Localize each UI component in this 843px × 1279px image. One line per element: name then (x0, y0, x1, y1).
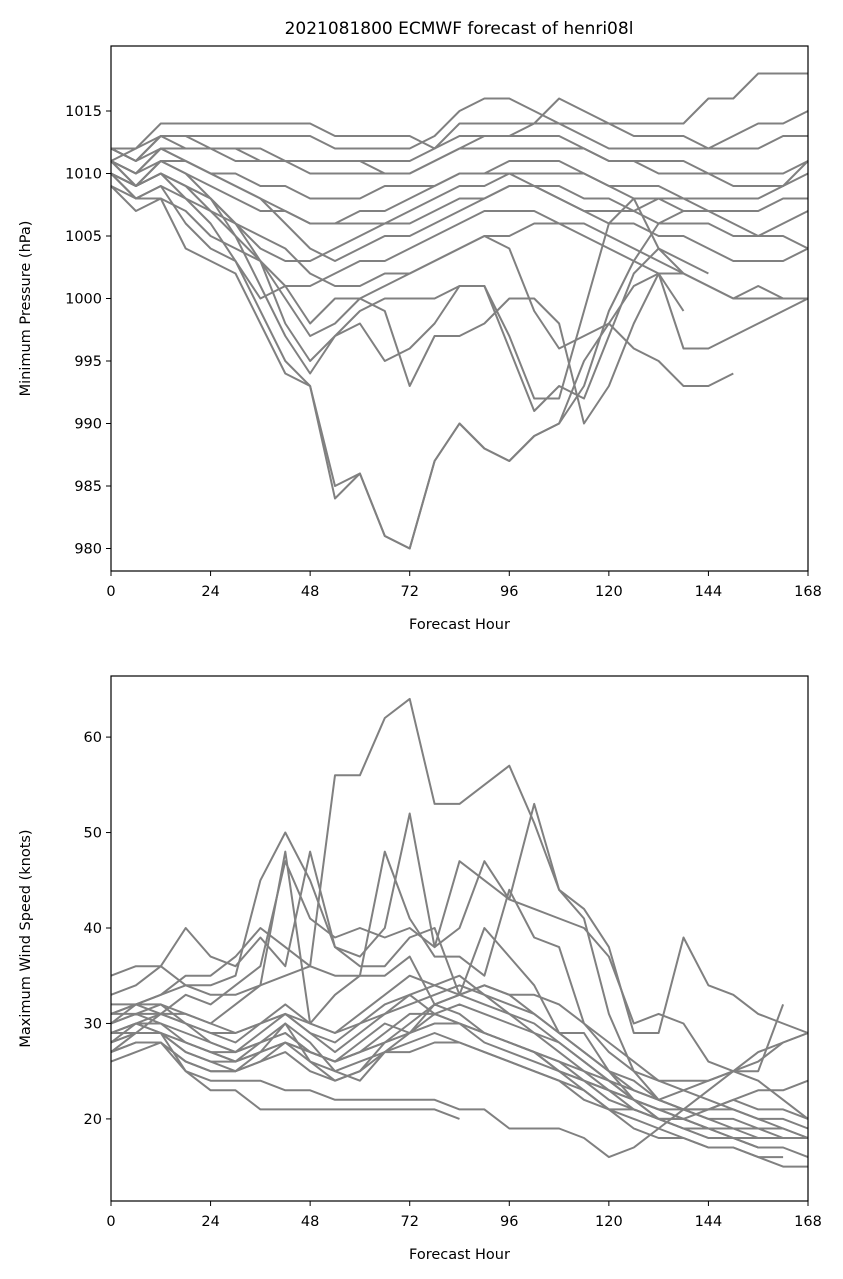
wind-x-tick-label: 120 (595, 1214, 623, 1230)
pressure-x-tick-label: 96 (500, 584, 518, 600)
pressure-y-ticks: 980 985 990 995 1000 1005 1010 1015 (65, 104, 111, 558)
wind-panel: 0 24 48 72 96 120 144 168 20 30 40 50 60 Forecast H… (18, 675, 822, 1263)
pressure-series-line-17 (110, 147, 809, 250)
wind-y-tick-label: 30 (84, 1016, 102, 1032)
pressure-x-tick-label: 48 (301, 584, 319, 600)
wind-series-line-15 (110, 1032, 784, 1159)
wind-y-tick-label: 20 (84, 1112, 102, 1128)
pressure-y-tick-label: 1010 (65, 167, 102, 183)
pressure-series-lines (110, 72, 809, 550)
pressure-series-line-18 (110, 135, 809, 175)
pressure-y-tick-label: 1005 (65, 229, 102, 245)
wind-series-line-20 (110, 1004, 785, 1159)
pressure-series-line-13 (110, 172, 684, 550)
wind-y-tick-label: 50 (84, 826, 102, 842)
pressure-x-tick-label: 144 (695, 584, 723, 600)
pressure-x-axis-label: Forecast Hour (409, 617, 510, 633)
pressure-panel: 0 24 48 72 96 120 144 168 980 985 990 995 1000 1005 1… (18, 45, 822, 633)
wind-series-line-2 (110, 860, 809, 1073)
pressure-series-line-11 (110, 160, 709, 412)
wind-series-line-16 (110, 1022, 784, 1149)
pressure-series-line-2 (110, 97, 809, 162)
wind-x-tick-label: 144 (695, 1214, 723, 1230)
wind-series-line-3 (110, 802, 809, 1120)
wind-x-tick-label: 96 (500, 1214, 518, 1230)
wind-x-tick-label: 24 (201, 1214, 219, 1230)
wind-x-tick-label: 48 (301, 1214, 319, 1230)
pressure-x-tick-label: 168 (794, 584, 822, 600)
wind-series-line-4 (110, 850, 809, 1139)
pressure-x-tick-label: 24 (201, 584, 219, 600)
chart-title: 2021081800 ECMWF forecast of henri08l (285, 19, 634, 39)
pressure-y-tick-label: 985 (74, 479, 102, 495)
pressure-y-tick-label: 1015 (65, 104, 102, 120)
pressure-y-tick-label: 995 (74, 354, 102, 370)
wind-y-tick-label: 40 (84, 921, 102, 937)
wind-series-line-19 (111, 1032, 460, 1120)
wind-x-tick-label: 72 (400, 1214, 418, 1230)
pressure-series-line-16 (110, 160, 734, 387)
pressure-y-axis-label: Minimum Pressure (hPa) (18, 221, 34, 397)
pressure-x-tick-label: 72 (400, 584, 418, 600)
wind-plot-frame (110, 675, 809, 1202)
pressure-plot-frame (110, 45, 809, 572)
wind-x-axis-label: Forecast Hour (409, 1247, 510, 1263)
wind-y-axis-label: Maximum Wind Speed (knots) (18, 829, 34, 1047)
wind-series-line-17 (110, 1022, 709, 1130)
pressure-series-line-1 (111, 72, 808, 150)
pressure-series-line-6 (110, 160, 808, 225)
pressure-y-tick-label: 990 (74, 417, 102, 433)
wind-x-ticks: 0 24 48 72 96 120 144 168 (106, 1201, 822, 1230)
wind-series-line-18 (110, 984, 809, 1139)
wind-x-tick-label: 0 (106, 1214, 115, 1230)
wind-series-lines (110, 697, 809, 1168)
pressure-x-ticks: 0 24 48 72 96 120 144 168 (106, 571, 822, 600)
pressure-series-line-14 (110, 185, 685, 400)
wind-x-tick-label: 168 (794, 1214, 822, 1230)
wind-y-ticks: 20 30 40 50 60 (84, 730, 111, 1128)
pressure-x-tick-label: 0 (106, 584, 115, 600)
pressure-x-tick-label: 120 (595, 584, 623, 600)
pressure-y-tick-label: 1000 (65, 292, 102, 308)
pressure-series-line-15 (110, 172, 809, 425)
wind-y-tick-label: 60 (84, 730, 102, 746)
pressure-y-tick-label: 980 (74, 542, 102, 558)
